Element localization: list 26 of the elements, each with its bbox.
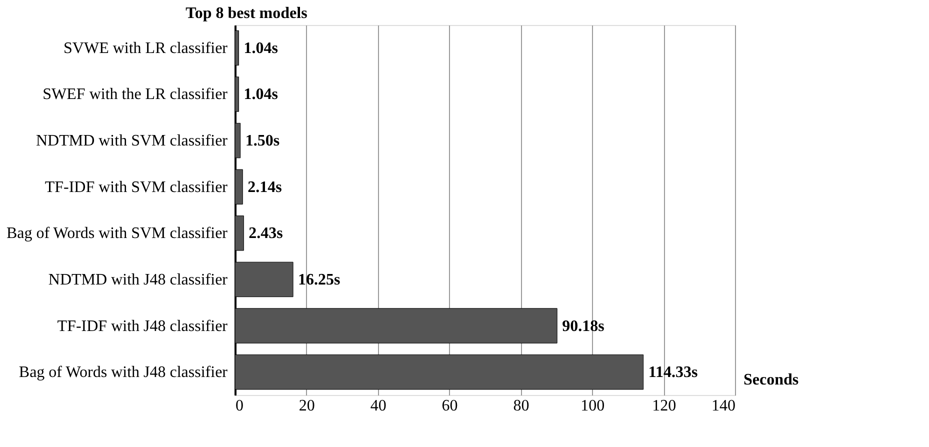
y-tick-label: SWEF with the LR classifier bbox=[42, 86, 228, 104]
x-tick-label: 120 bbox=[652, 398, 676, 414]
y-tick-label: Bag of Words with SVM classifier bbox=[6, 225, 228, 242]
data-label: 16.25s bbox=[298, 271, 340, 288]
y-tick-label: Bag of Words with J48 classifier bbox=[18, 364, 228, 382]
y-tick-label: NDTMD with J48 classifier bbox=[48, 271, 228, 288]
y-tick-label: NDTMD with SVM classifier bbox=[36, 132, 228, 150]
x-tick-label: 140 bbox=[712, 398, 736, 414]
y-tick-label: TF-IDF with J48 classifier bbox=[57, 318, 228, 335]
x-tick-label: 40 bbox=[370, 398, 386, 414]
chart-title: Top 8 best models bbox=[186, 5, 308, 22]
data-label: 90.18s bbox=[562, 318, 604, 335]
data-label: 114.33s bbox=[648, 364, 698, 382]
data-label: 1.04s bbox=[244, 40, 278, 57]
x-tick-label: 100 bbox=[580, 398, 605, 414]
x-axis-title: Seconds bbox=[744, 372, 799, 388]
x-tick-label: 0 bbox=[236, 398, 244, 414]
data-label: 1.04s bbox=[244, 86, 278, 104]
x-tick-label: 80 bbox=[513, 398, 530, 414]
y-tick-label: SVWE with LR classifier bbox=[64, 40, 228, 57]
data-label: 1.50s bbox=[245, 132, 280, 150]
data-label: 2.43s bbox=[248, 225, 283, 242]
x-tick-label: 60 bbox=[442, 398, 458, 414]
y-tick-label: TF-IDF with SVM classifier bbox=[44, 178, 228, 196]
data-label: 2.14s bbox=[248, 178, 282, 196]
x-tick-label: 20 bbox=[298, 398, 315, 414]
